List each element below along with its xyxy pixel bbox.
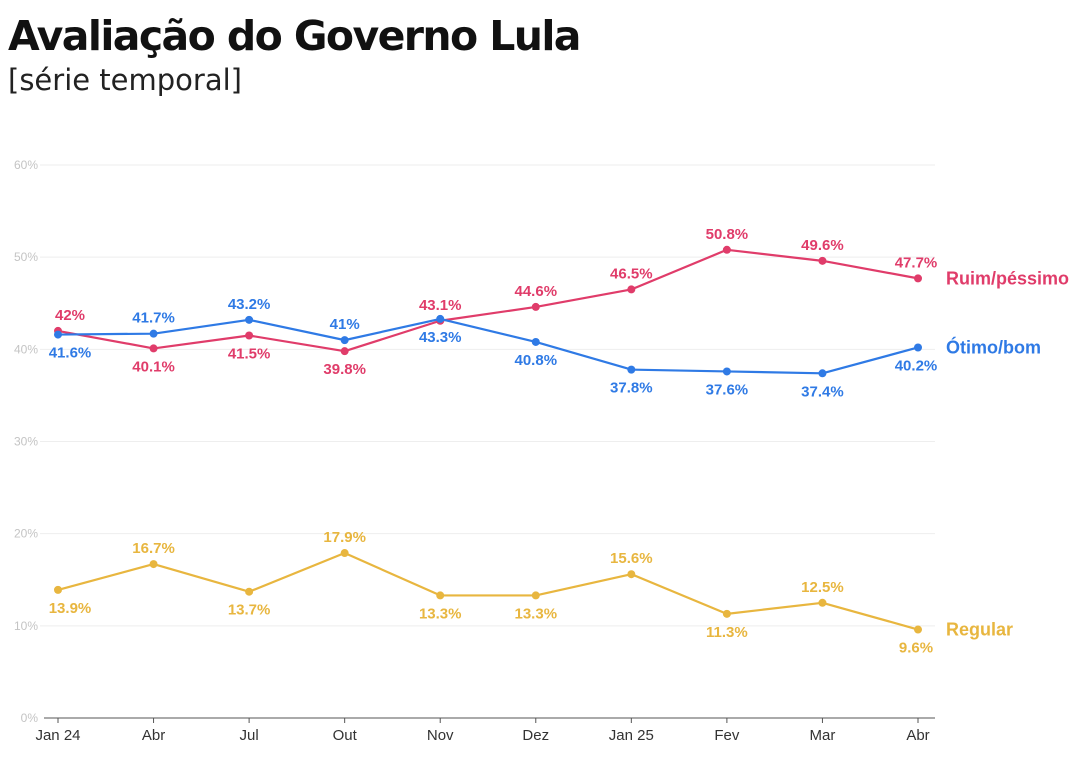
data-point-regular (54, 585, 62, 594)
series-line-regular (57, 551, 919, 631)
data-label-regular: 13.3% (419, 605, 462, 622)
data-label--timo-bom: 41.7% (132, 310, 175, 327)
data-point--timo-bom (914, 343, 922, 352)
data-label-ruim-p-ssimo: 44.6% (515, 283, 558, 300)
data-label-regular: 17.9% (323, 529, 366, 546)
y-tick-label: 30% (14, 435, 38, 449)
data-label--timo-bom: 43.2% (228, 296, 271, 313)
data-label-ruim-p-ssimo: 39.8% (323, 361, 366, 378)
x-tick-label: Out (333, 727, 358, 744)
axis-layer: 0% 10% 20% 30% 40% 50% 60% Jan 24 Abr Jul Out Nov De… (14, 158, 935, 744)
data-label-regular: 13.7% (228, 602, 271, 619)
data-point-ruim-p-ssimo (627, 285, 636, 294)
series-label-regular: Regular (946, 620, 1013, 640)
data-point-ruim-p-ssimo (149, 344, 158, 353)
data-label-regular: 15.6% (610, 550, 653, 567)
data-point-regular (340, 549, 349, 558)
labels-layer: 42% 40.1% 41.5% 39.8% 43.1% 44.6% 46.5% 50.8% 49… (49, 226, 1069, 657)
data-point--timo-bom (340, 336, 349, 345)
y-tick-label: 40% (14, 342, 38, 356)
data-point-regular (245, 587, 254, 596)
data-label-regular: 13.3% (515, 605, 558, 622)
data-point-ruim-p-ssimo (722, 245, 731, 254)
series-line-ruim-p-ssimo (57, 248, 919, 353)
y-tick-label: 20% (14, 527, 38, 541)
x-tick-label: Jul (240, 727, 259, 744)
y-tick-label: 10% (14, 619, 38, 633)
data-point-ruim-p-ssimo (245, 331, 254, 340)
x-tick-label: Nov (427, 727, 454, 744)
data-label-ruim-p-ssimo: 41.5% (228, 346, 271, 363)
lines-layer (54, 245, 922, 634)
data-point-regular (436, 591, 445, 600)
data-label-ruim-p-ssimo: 40.1% (132, 358, 175, 375)
data-point-ruim-p-ssimo (914, 274, 922, 283)
data-label--timo-bom: 43.3% (419, 329, 462, 346)
data-label-ruim-p-ssimo: 50.8% (706, 226, 749, 243)
x-tick-label: Dez (522, 727, 549, 744)
data-label-regular: 11.3% (706, 624, 748, 641)
y-tick-label: 60% (14, 158, 38, 172)
data-label-ruim-p-ssimo: 43.1% (419, 297, 462, 314)
data-point-regular (818, 598, 827, 607)
data-label-regular: 16.7% (132, 540, 175, 557)
data-point--timo-bom (627, 365, 636, 374)
data-label--timo-bom: 40.8% (515, 352, 558, 369)
data-point-ruim-p-ssimo (818, 256, 827, 265)
data-label--timo-bom: 40.2% (895, 357, 938, 374)
x-tick-label: Jan 25 (609, 727, 654, 744)
data-label-ruim-p-ssimo: 47.7% (895, 254, 938, 271)
data-label-ruim-p-ssimo: 46.5% (610, 265, 653, 282)
series-label--timo-bom: Ótimo/bom (946, 336, 1041, 357)
data-label-regular: 13.9% (49, 600, 92, 617)
x-tick-label: Jan 24 (35, 727, 80, 744)
series-label-ruim-p-ssimo: Ruim/péssimo (946, 268, 1069, 288)
data-point-regular (149, 560, 158, 569)
data-point--timo-bom (245, 315, 254, 324)
data-label--timo-bom: 41% (330, 316, 360, 333)
data-point-regular (531, 591, 540, 600)
data-label-ruim-p-ssimo: 42% (55, 307, 85, 324)
data-label--timo-bom: 37.4% (801, 383, 844, 400)
data-label--timo-bom: 41.6% (49, 345, 92, 362)
x-tick-label: Fev (714, 727, 740, 744)
data-point-regular (914, 625, 922, 634)
data-label--timo-bom: 37.8% (610, 380, 653, 397)
chart-title: Avaliação do Governo Lula (8, 12, 581, 60)
data-label-ruim-p-ssimo: 49.6% (801, 237, 844, 254)
data-point--timo-bom (436, 314, 445, 323)
series-line--timo-bom (57, 317, 919, 375)
x-tick-label: Abr (906, 727, 929, 744)
y-tick-label: 0% (21, 711, 39, 725)
data-point--timo-bom (818, 369, 827, 378)
data-point--timo-bom (531, 337, 540, 346)
grid-layer (40, 164, 935, 627)
data-label-regular: 9.6% (899, 640, 933, 657)
data-label-regular: 12.5% (801, 579, 844, 596)
data-point-regular (627, 570, 636, 579)
data-point--timo-bom (722, 367, 731, 376)
data-point-ruim-p-ssimo (340, 347, 349, 356)
data-point-ruim-p-ssimo (531, 302, 540, 311)
data-point--timo-bom (54, 330, 62, 339)
data-label--timo-bom: 37.6% (706, 381, 749, 398)
y-tick-label: 50% (14, 250, 38, 264)
x-tick-label: Mar (810, 727, 836, 744)
x-tick-label: Abr (142, 727, 165, 744)
data-point--timo-bom (149, 329, 158, 338)
chart-subtitle: [série temporal] (8, 63, 242, 97)
data-point-regular (722, 609, 731, 618)
